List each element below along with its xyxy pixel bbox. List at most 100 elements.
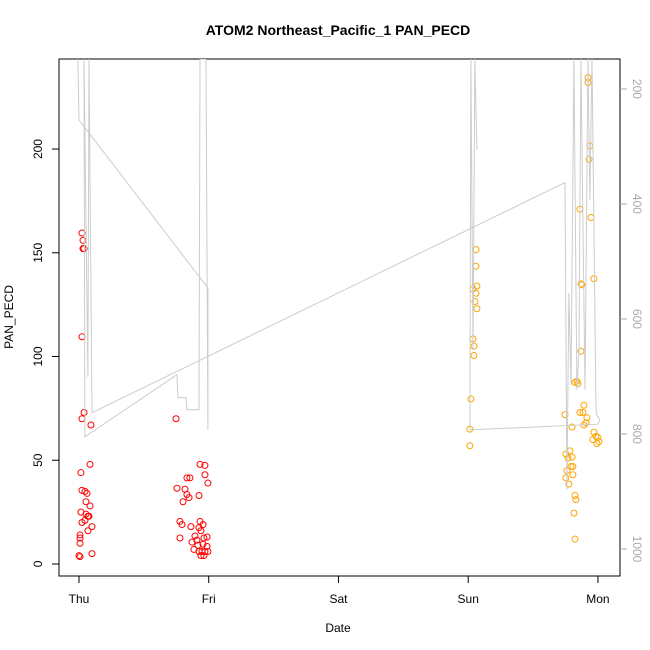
scatter-point <box>470 351 478 359</box>
scatter-point <box>201 548 209 556</box>
scatter-point <box>570 509 578 517</box>
y2-tick-label: 200 <box>630 79 644 99</box>
line-series <box>77 59 601 490</box>
scatter-point <box>204 548 212 556</box>
y2-tick-label: 400 <box>630 194 644 214</box>
scatter-point <box>203 533 211 541</box>
scatter-point <box>562 450 570 458</box>
scatter-point <box>80 409 88 417</box>
scatter-point <box>204 479 212 487</box>
plot-area <box>75 59 603 561</box>
scatter-point <box>186 474 194 482</box>
scatter-point <box>576 409 584 417</box>
scatter-point <box>564 454 572 462</box>
scatter-point <box>78 333 86 341</box>
scatter-point <box>574 379 582 387</box>
scatter-point <box>196 460 204 468</box>
scatter-point <box>586 142 594 150</box>
y-tick-label: 150 <box>31 242 45 262</box>
scatter-point <box>582 419 590 427</box>
scatter-point <box>568 453 576 461</box>
chart-title: ATOM2 Northeast_Pacific_1 PAN_PECD <box>206 22 471 38</box>
scatter-point <box>85 512 93 520</box>
scatter-point <box>473 282 481 290</box>
scatter-point <box>197 527 205 535</box>
scatter-point <box>81 487 89 495</box>
scatter-point <box>75 552 83 560</box>
y-tick-label: 100 <box>31 346 45 366</box>
scatter-point <box>191 532 199 540</box>
x-tick-label: Thu <box>69 592 90 606</box>
scatter-point <box>76 553 84 561</box>
scatter-point <box>195 492 203 500</box>
scatter-point <box>86 502 94 510</box>
scatter-point <box>87 421 95 429</box>
scatter-point <box>78 518 86 526</box>
scatter-point <box>580 401 588 409</box>
scatter-point <box>185 494 193 502</box>
scatter-point <box>569 462 577 470</box>
scatter-point <box>590 275 598 283</box>
scatter-point <box>470 342 478 350</box>
scatter-point <box>472 246 480 254</box>
scatter-point <box>566 447 574 455</box>
scatter-point <box>77 469 85 477</box>
scatter-point <box>473 305 481 313</box>
y-tick-label: 200 <box>31 139 45 159</box>
y2-tick-label: 600 <box>630 309 644 329</box>
scatter-point <box>78 486 86 494</box>
x-tick-label: Sun <box>458 592 479 606</box>
scatter-point <box>568 423 576 431</box>
plot-frame <box>58 58 621 577</box>
scatter-point <box>76 539 84 547</box>
scatter-point <box>562 474 570 482</box>
scatter-point <box>83 489 91 497</box>
scatter-point <box>78 229 86 237</box>
scatter-point <box>187 523 195 531</box>
y-tick-label: 50 <box>31 453 45 467</box>
scatter-point <box>593 440 601 448</box>
scatter-point <box>86 460 94 468</box>
scatter-point <box>172 415 180 423</box>
scatter-point <box>565 480 573 488</box>
scatter-point <box>78 415 86 423</box>
scatter-point <box>199 540 207 548</box>
scatter-point <box>567 462 575 470</box>
y2-tick-label: 1000 <box>630 536 644 563</box>
y2-tick-label: 800 <box>630 424 644 444</box>
scatter-point <box>571 378 579 386</box>
scatter-point <box>571 535 579 543</box>
scatter-point <box>471 298 479 306</box>
x-tick-label: Mon <box>586 592 609 606</box>
scatter-point <box>176 534 184 542</box>
scatter-point <box>467 395 475 403</box>
scatter-point <box>579 409 587 417</box>
scatter-point <box>466 442 474 450</box>
scatter-point <box>88 523 96 531</box>
scatter-point <box>472 289 480 297</box>
scatter-point <box>76 531 84 539</box>
scatter-point <box>82 498 90 506</box>
x-tick-label: Sat <box>329 592 348 606</box>
scatter-point <box>577 347 585 355</box>
scatter-point <box>88 550 96 558</box>
scatter-point <box>201 471 209 479</box>
scatter-point <box>173 484 181 492</box>
scatter-point <box>200 552 208 560</box>
scatter-point <box>178 521 186 529</box>
scatter-point <box>595 438 603 446</box>
scatter-point <box>76 534 84 542</box>
scatter-point <box>201 461 209 469</box>
scatter-point <box>197 552 205 560</box>
scatter-point <box>183 474 191 482</box>
x-tick-label: Fri <box>202 592 216 606</box>
scatter-point <box>589 435 597 443</box>
scatter-point <box>590 428 598 436</box>
scatter-point <box>472 262 480 270</box>
scatter-point <box>583 414 591 422</box>
x-axis-label: Date <box>325 621 351 635</box>
scatter-point <box>79 236 87 244</box>
scatter-point <box>561 411 569 419</box>
scatter-point <box>587 214 595 222</box>
